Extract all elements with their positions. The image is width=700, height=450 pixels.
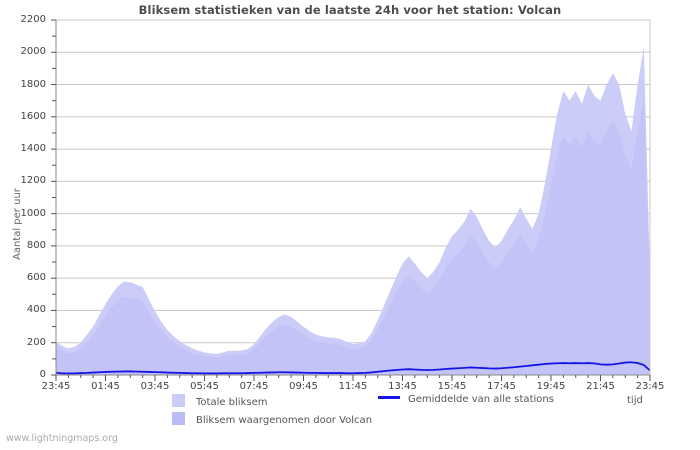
line-gemiddelde [55, 361, 651, 375]
x-tick-label: 19:45 [536, 381, 566, 392]
y-tick-label: 400 [26, 304, 46, 316]
x-axis-label: tijd [627, 395, 643, 406]
legend-label-gemiddelde: Gemiddelde van alle stations [408, 394, 554, 405]
x-tick-label: 21:45 [586, 381, 615, 392]
x-tick-label: 03:45 [140, 381, 170, 392]
y-tick-label: 2000 [20, 46, 46, 58]
legend-swatch-totale-bliksem [172, 394, 185, 407]
legend-label-bliksem-volcan: Bliksem waargenomen door Volcan [196, 415, 373, 426]
chart-legend: Totale bliksem Bliksem waargenomen door … [0, 391, 700, 427]
legend-swatch-bliksem-volcan [172, 412, 185, 425]
x-tick-label: 09:45 [289, 381, 318, 392]
y-tick-label: 800 [26, 239, 46, 251]
legend-item-totale-bliksem: Totale bliksem [172, 394, 267, 408]
chart-title: Bliksem statistieken van de laatste 24h … [138, 3, 562, 17]
y-tick-label: 200 [26, 336, 46, 348]
x-tick-label: 05:45 [190, 381, 219, 392]
x-tick-label: 23:45 [635, 381, 665, 392]
x-tick-label: 07:45 [239, 381, 269, 392]
legend-line-gemiddelde [378, 396, 400, 399]
y-tick-label: 600 [26, 272, 46, 284]
y-tick-label: 1400 [20, 143, 46, 155]
legend-item-bliksem-volcan: Bliksem waargenomen door Volcan [172, 412, 372, 426]
x-tick-label: 13:45 [388, 381, 417, 392]
x-tick-label: 01:45 [91, 381, 120, 392]
y-tick-label: 0 [39, 369, 46, 380]
y-tick-label: 1600 [20, 110, 46, 122]
y-tick-label: 1000 [20, 207, 46, 219]
legend-item-gemiddelde: Gemiddelde van alle stations [378, 394, 554, 405]
x-tick-label: 15:45 [437, 381, 467, 392]
watermark: www.lightningmaps.org [6, 433, 118, 444]
y-tick-label: 2200 [20, 14, 46, 25]
y-tick-label: 1200 [20, 175, 46, 187]
x-tick-label: 23:45 [41, 381, 71, 392]
y-tick-label: 1800 [20, 78, 46, 90]
x-tick-label: 11:45 [338, 381, 368, 392]
area-bliksem-volcan [56, 99, 650, 375]
x-tick-label: 17:45 [487, 381, 516, 392]
legend-label-totale-bliksem: Totale bliksem [196, 397, 268, 408]
